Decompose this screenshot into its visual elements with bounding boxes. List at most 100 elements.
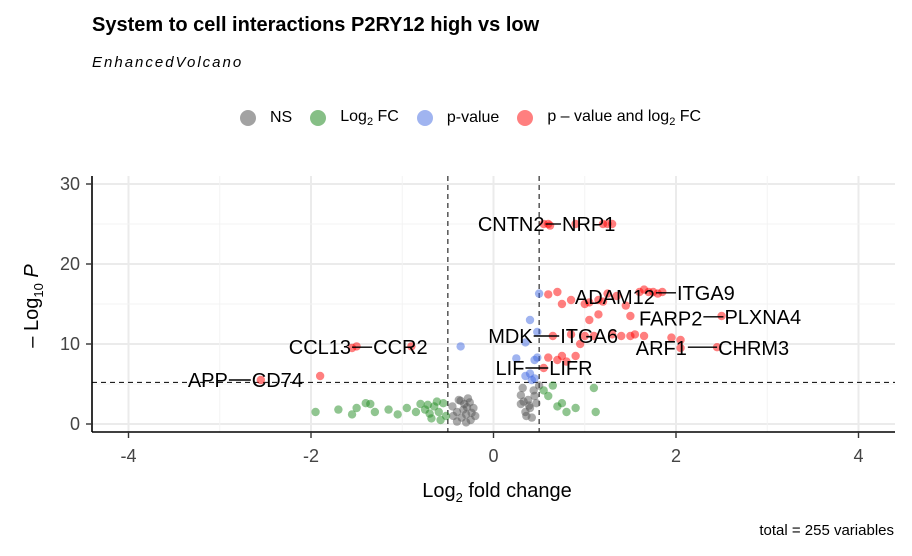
y-tick-label: 0 bbox=[70, 414, 80, 434]
data-point bbox=[591, 407, 600, 417]
y-tick-label: 30 bbox=[60, 174, 80, 194]
data-point bbox=[448, 402, 457, 411]
data-point bbox=[571, 403, 580, 413]
chart-subtitle: EnhancedVolcano bbox=[92, 54, 244, 71]
legend-label-pvalue: p-value bbox=[446, 109, 500, 126]
gene-label: ITGA6 bbox=[560, 326, 618, 348]
data-point bbox=[512, 354, 521, 363]
cutoff-lines bbox=[92, 176, 895, 432]
data-point bbox=[461, 418, 471, 427]
gene-label: CHRM3 bbox=[718, 338, 789, 360]
data-point bbox=[607, 330, 617, 339]
gene-label: PLXNA4 bbox=[724, 307, 801, 329]
data-point bbox=[658, 287, 667, 297]
data-point bbox=[449, 411, 458, 421]
data-point bbox=[311, 407, 320, 417]
gene-label: CCL13 bbox=[289, 337, 351, 359]
data-point bbox=[522, 411, 531, 421]
data-point bbox=[717, 311, 726, 321]
legend-item-pvalue: p-value bbox=[416, 109, 500, 127]
x-tick-label: 0 bbox=[488, 446, 498, 466]
legend-swatch-pvalue-and-log2fc bbox=[517, 110, 534, 126]
data-point bbox=[370, 407, 380, 417]
data-point bbox=[589, 331, 599, 341]
data-point bbox=[562, 357, 571, 366]
gene-label: FARP2 bbox=[639, 308, 702, 330]
data-point bbox=[416, 399, 425, 409]
data-point bbox=[557, 299, 567, 309]
data-point bbox=[544, 290, 553, 299]
data-points bbox=[256, 219, 726, 427]
data-point bbox=[607, 219, 617, 229]
data-point bbox=[516, 391, 526, 400]
x-tick-label: -4 bbox=[120, 446, 136, 466]
data-point bbox=[594, 310, 603, 319]
data-point bbox=[411, 407, 421, 417]
gene-label: NRP1 bbox=[562, 214, 615, 236]
data-point bbox=[626, 311, 635, 321]
x-tick-label: 4 bbox=[853, 446, 863, 466]
data-point bbox=[557, 351, 567, 361]
y-tick-label: 10 bbox=[60, 334, 80, 354]
data-point bbox=[434, 407, 443, 417]
gene-label: ARF1 bbox=[636, 338, 687, 360]
data-point bbox=[544, 353, 553, 362]
legend-swatch-pvalue bbox=[416, 110, 433, 126]
data-point bbox=[529, 386, 538, 395]
data-point bbox=[533, 327, 542, 337]
data-point bbox=[585, 315, 594, 325]
x-tick-label: -2 bbox=[303, 446, 319, 466]
legend-item-pvalue-and-log2fc: p – value and log2 FC bbox=[517, 108, 701, 128]
data-point bbox=[571, 351, 580, 361]
data-point bbox=[548, 381, 558, 390]
data-point bbox=[562, 407, 571, 417]
data-point bbox=[585, 298, 594, 307]
legend-label-log2fc: Log2 FC bbox=[340, 107, 399, 129]
data-point bbox=[575, 339, 585, 349]
gene-label: CCR2 bbox=[373, 337, 427, 359]
data-point bbox=[393, 410, 402, 419]
data-point bbox=[427, 414, 436, 423]
gene-label: CNTN2 bbox=[478, 214, 545, 236]
legend-item-log2fc: Log2 FC bbox=[310, 108, 399, 128]
data-point bbox=[456, 396, 465, 405]
data-point bbox=[553, 402, 562, 411]
data-point bbox=[617, 331, 626, 341]
data-point bbox=[676, 343, 685, 353]
data-point bbox=[525, 315, 535, 325]
legend: NS Log2 FC p-value p – value and log2 FC bbox=[240, 104, 719, 132]
data-point bbox=[539, 386, 548, 395]
data-point bbox=[603, 289, 612, 298]
data-point bbox=[630, 330, 640, 339]
data-point bbox=[462, 403, 472, 412]
y-tick-label: 20 bbox=[60, 254, 80, 274]
gene-label: LIFR bbox=[549, 358, 592, 380]
axes: -4 -2 0 2 4 0 10 20 30 bbox=[60, 174, 895, 466]
data-point bbox=[521, 338, 530, 347]
data-point bbox=[456, 342, 465, 351]
data-point bbox=[436, 415, 445, 425]
data-point bbox=[612, 291, 621, 301]
data-point bbox=[553, 287, 562, 297]
data-point bbox=[467, 408, 476, 417]
data-point bbox=[534, 289, 544, 298]
x-tick-label: 2 bbox=[671, 446, 681, 466]
gene-labels: CNTN2 NRP1 ADAM12 ITGA9 FARP2 PLXNA4 MDK ITGA6 A… bbox=[188, 214, 801, 392]
legend-swatch-log2fc bbox=[310, 110, 327, 126]
data-point bbox=[366, 399, 375, 409]
data-point bbox=[530, 374, 539, 383]
chart-title: System to cell interactions P2RY12 high … bbox=[92, 14, 540, 36]
data-point bbox=[439, 399, 448, 408]
data-point bbox=[518, 383, 527, 393]
data-point bbox=[407, 342, 416, 351]
data-point bbox=[639, 331, 649, 341]
data-point bbox=[524, 401, 534, 410]
data-point bbox=[352, 403, 361, 413]
data-point bbox=[423, 400, 432, 409]
data-point bbox=[533, 353, 542, 362]
gene-label: MDK bbox=[488, 326, 533, 348]
gene-label: CD74 bbox=[252, 370, 303, 392]
legend-label-pvalue-and-log2fc: p – value and log2 FC bbox=[547, 107, 702, 129]
x-axis-label: Log2 fold change bbox=[422, 480, 572, 505]
